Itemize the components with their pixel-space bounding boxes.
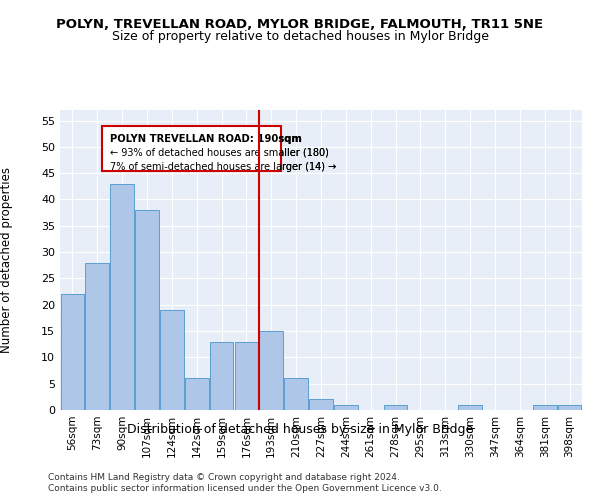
Text: Distribution of detached houses by size in Mylor Bridge: Distribution of detached houses by size …: [127, 422, 473, 436]
Text: Size of property relative to detached houses in Mylor Bridge: Size of property relative to detached ho…: [112, 30, 488, 43]
Bar: [558, 404, 581, 410]
FancyBboxPatch shape: [102, 126, 281, 170]
Bar: [259, 331, 283, 410]
Bar: [210, 342, 233, 410]
Bar: [185, 378, 209, 410]
Bar: [309, 400, 333, 410]
Text: 7% of semi-detached houses are larger (14) →: 7% of semi-detached houses are larger (1…: [110, 162, 336, 172]
Bar: [160, 310, 184, 410]
Bar: [384, 404, 407, 410]
Text: Contains public sector information licensed under the Open Government Licence v3: Contains public sector information licen…: [48, 484, 442, 493]
Text: Contains HM Land Registry data © Crown copyright and database right 2024.: Contains HM Land Registry data © Crown c…: [48, 472, 400, 482]
Bar: [135, 210, 159, 410]
Bar: [110, 184, 134, 410]
Bar: [85, 262, 109, 410]
Text: 7% of semi-detached houses are larger (14) →: 7% of semi-detached houses are larger (1…: [110, 162, 336, 172]
Bar: [61, 294, 84, 410]
Bar: [284, 378, 308, 410]
Y-axis label: Number of detached properties: Number of detached properties: [0, 167, 13, 353]
Text: POLYN, TREVELLAN ROAD, MYLOR BRIDGE, FALMOUTH, TR11 5NE: POLYN, TREVELLAN ROAD, MYLOR BRIDGE, FAL…: [56, 18, 544, 30]
Bar: [458, 404, 482, 410]
Text: POLYN TREVELLAN ROAD: 190sqm: POLYN TREVELLAN ROAD: 190sqm: [110, 134, 302, 143]
Text: ← 93% of detached houses are smaller (180): ← 93% of detached houses are smaller (18…: [110, 148, 329, 158]
Bar: [235, 342, 258, 410]
Bar: [533, 404, 557, 410]
Text: POLYN TREVELLAN ROAD: 190sqm: POLYN TREVELLAN ROAD: 190sqm: [110, 134, 302, 143]
Text: ← 93% of detached houses are smaller (180): ← 93% of detached houses are smaller (18…: [110, 148, 329, 158]
Bar: [334, 404, 358, 410]
